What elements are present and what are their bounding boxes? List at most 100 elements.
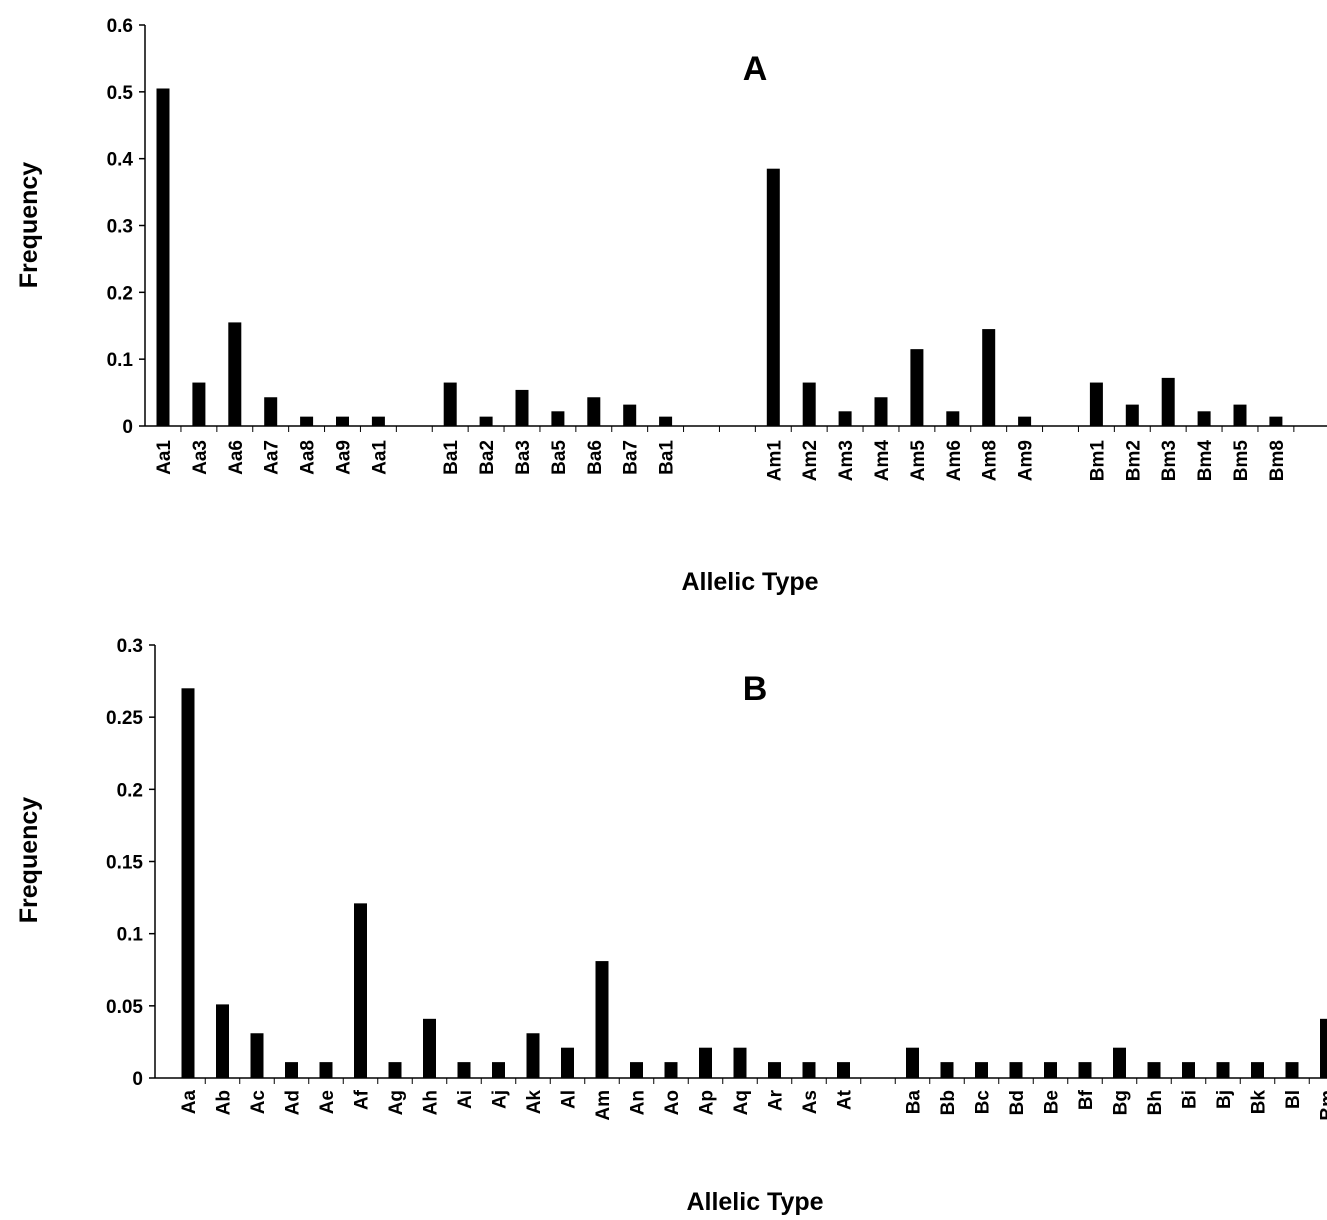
chart-a-y-tick-label: 0.3 [107, 217, 133, 238]
chart-a-x-tick-label: Bm4 [1195, 440, 1216, 482]
chart-b-x-tick-label: Af [352, 1089, 373, 1110]
chart-b-x-tick-label: Bj [1214, 1090, 1235, 1109]
chart-b-y-tick-label: 0.1 [117, 925, 144, 946]
chart-a-y-axis-title: Frequency [15, 162, 43, 289]
chart-b-bar [1044, 1062, 1057, 1078]
chart-a-bars [156, 88, 1283, 427]
chart-b-x-tick-label: Ae [317, 1090, 338, 1114]
chart-b-bar [837, 1062, 850, 1078]
chart-b-x-tick-label: Ap [697, 1090, 718, 1115]
chart-b-y-tick-label: 0.3 [117, 636, 143, 657]
chart-b-x-tick-label: Be [1042, 1090, 1063, 1114]
chart-a-bar [192, 382, 206, 426]
chart-a-x-tick-label: Bm5 [1231, 440, 1252, 482]
chart-b-bar [975, 1062, 988, 1078]
chart-a-x-tick-label: Aa1 [369, 440, 390, 475]
chart-b-bar [1251, 1062, 1264, 1078]
chart-a-x-tick-label: Aa9 [334, 440, 355, 475]
chart-a-x-tick-label: Am5 [908, 440, 929, 482]
chart-b-y-tick-label: 0.2 [117, 780, 143, 801]
chart-a-bar [443, 382, 457, 426]
chart-b-bar [423, 1018, 436, 1078]
chart-a-x-tick-label: Am3 [836, 440, 857, 481]
chart-a-bar [1269, 416, 1283, 426]
chart-a-x-axis-title: Allelic Type [681, 568, 818, 596]
chart-a-y-tick-label: 0.6 [107, 16, 133, 37]
chart-b-y-axis-title: Frequency [15, 797, 43, 924]
chart-b-x-tick-label: Bh [1145, 1090, 1166, 1115]
chart-a-bar [659, 416, 673, 426]
chart-b-x-tick-label: Bd [1007, 1090, 1028, 1115]
chart-a-y-tick-label: 0.1 [107, 350, 134, 371]
chart-a-bar [1197, 411, 1211, 426]
chart-b-x-tick-label: Ag [386, 1090, 407, 1115]
chart-b-bar [630, 1062, 643, 1078]
chart-a-bar [479, 416, 493, 426]
chart-a-x-tick-label: Ba3 [513, 440, 534, 475]
chart-a-x-tick-label: Ba6 [585, 440, 606, 475]
chart-b-bar [1216, 1062, 1230, 1078]
chart-b-y-ticks: 0 0.05 0.1 0.15 0.2 0.25 0.3 [106, 636, 155, 1090]
chart-a-bar [766, 168, 780, 427]
chart-a-bar [300, 416, 314, 426]
chart-b-bar [940, 1062, 954, 1078]
chart-a-x-tick-label: Bm1 [1087, 440, 1108, 482]
chart-b-bar [457, 1062, 471, 1078]
chart-b: B Frequency Allelic Type 0 0.05 0.1 0.15 0.2… [15, 636, 1327, 1216]
chart-b-x-tick-label: Bl [1283, 1090, 1304, 1109]
chart-b-bar [1182, 1062, 1195, 1078]
chart-b-x-tick-label: Aq [731, 1090, 752, 1115]
chart-b-bar [1078, 1062, 1092, 1078]
chart-a-x-tick-label: Am6 [944, 440, 965, 481]
chart-b-bar [1113, 1047, 1126, 1078]
chart-b-x-tick-label: Bm [1318, 1090, 1327, 1121]
chart-a-bar [264, 397, 278, 426]
chart-a-bar [982, 329, 996, 426]
chart-a-bar [1125, 404, 1139, 426]
chart-b-bar [526, 1033, 540, 1078]
chart-a-x-tick-label: Bm8 [1267, 440, 1288, 481]
chart-b-x-tick-label: Al [559, 1090, 580, 1109]
chart-a-bar [946, 411, 960, 426]
chart-b-x-tick-label: Aj [490, 1090, 511, 1109]
chart-b-x-tick-labels: Aa Ab Ac Ad Ae Af Ag Ah Ai Aj Ak Al Am An Ao Ap Aq Ar As At… [179, 1078, 1327, 1121]
chart-a-bar [336, 416, 349, 426]
chart-a-bar [371, 416, 385, 426]
chart-a-x-tick-label: Ba7 [621, 440, 642, 475]
chart-a-x-tick-label: Aa3 [190, 440, 211, 475]
chart-b-x-tick-label: Ak [524, 1090, 545, 1115]
chart-b-bar [250, 1033, 264, 1078]
chart-b-x-tick-label: As [800, 1090, 821, 1114]
chart-b-bar [561, 1047, 574, 1078]
chart-a-x-tick-label: Aa7 [262, 440, 283, 475]
chart-a-x-tick-label: Am2 [800, 440, 821, 481]
chart-a-bar [587, 397, 601, 426]
chart-a-bar [551, 411, 565, 426]
chart-b-y-tick-label: 0 [132, 1069, 143, 1090]
chart-b-bar [699, 1047, 712, 1078]
chart-a-bar [910, 349, 924, 426]
chart-a: A Frequency Allelic Type 0 0.1 0.2 0.3 0.4 0.… [15, 16, 1327, 596]
chart-a-x-tick-label: Am9 [1016, 440, 1037, 481]
chart-a-bar [228, 322, 242, 426]
chart-b-bar [354, 903, 367, 1078]
chart-a-x-tick-label: Ba1 [657, 440, 678, 475]
chart-b-x-tick-label: Ad [283, 1090, 304, 1115]
chart-a-y-ticks: 0 0.1 0.2 0.3 0.4 0.5 0.6 [107, 16, 145, 438]
chart-b-x-tick-label: Am [593, 1090, 614, 1121]
chart-b-x-tick-label: Aa [179, 1090, 200, 1115]
chart-b-bar [285, 1062, 298, 1078]
chart-a-y-tick-label: 0.4 [107, 150, 134, 171]
chart-b-x-tick-label: Bb [938, 1090, 959, 1115]
chart-b-x-tick-label: Ac [248, 1090, 269, 1115]
chart-b-bar [768, 1062, 781, 1078]
chart-b-bar [1320, 1018, 1327, 1078]
chart-a-y-tick-label: 0 [122, 417, 133, 438]
chart-b-x-tick-label: Bf [1076, 1089, 1097, 1110]
chart-a-x-tick-label: Ba2 [477, 440, 498, 475]
chart-b-x-tick-label: Bk [1249, 1090, 1270, 1115]
chart-a-x-tick-label: Aa8 [298, 440, 319, 475]
chart-b-x-tick-label: An [628, 1090, 649, 1115]
chart-b-x-tick-label: Bc [973, 1090, 994, 1115]
chart-b-bar [388, 1062, 402, 1078]
